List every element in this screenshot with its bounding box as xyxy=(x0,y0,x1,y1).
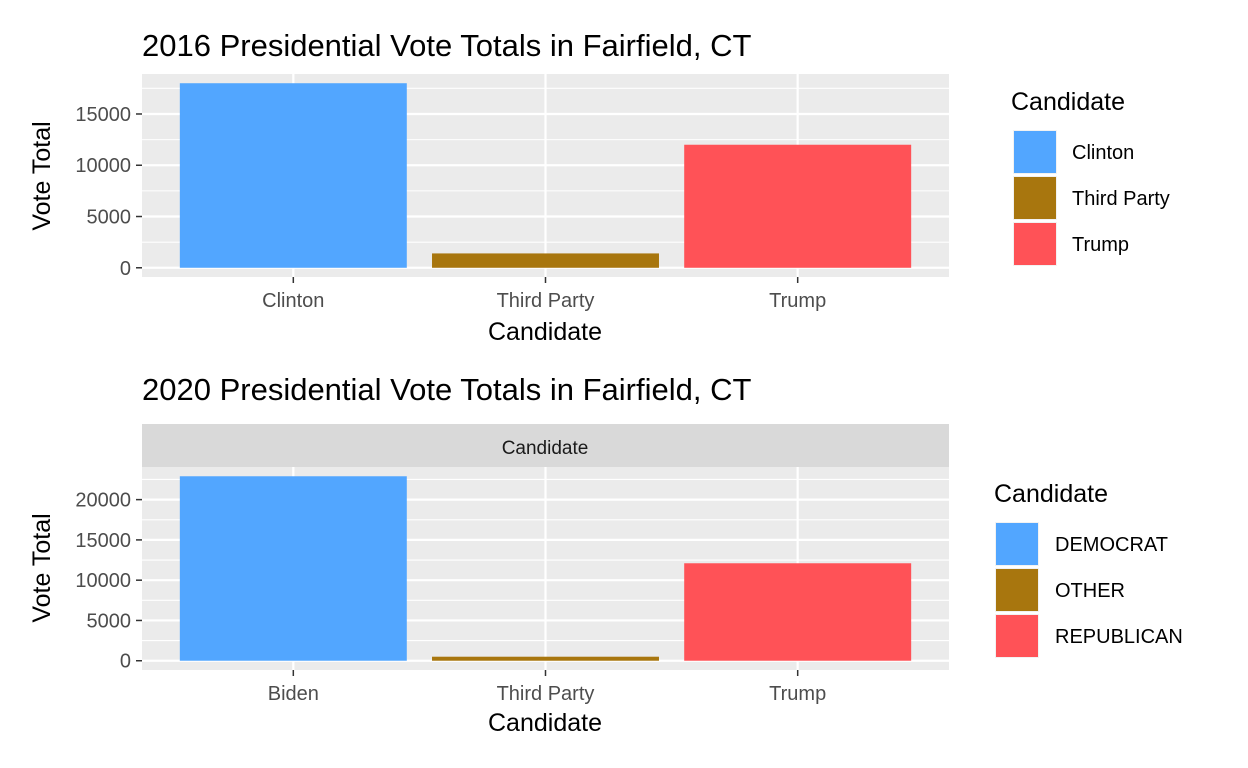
legend-label: REPUBLICAN xyxy=(1055,626,1183,648)
chart-2020-legend-title: Candidate xyxy=(994,480,1108,508)
legend-label: Trump xyxy=(1072,234,1129,256)
y-tick-label: 20000 xyxy=(75,490,131,512)
chart-2020-facet-strip-label: Candidate xyxy=(502,438,589,459)
chart-2020: 2020 Presidential Vote Totals in Fairfie… xyxy=(28,372,1183,737)
x-tick-label: Trump xyxy=(769,290,826,312)
chart-2016-legend-title: Candidate xyxy=(1011,88,1125,116)
chart-2020-title: 2020 Presidential Vote Totals in Fairfie… xyxy=(142,372,751,407)
chart-2016-legend-entries: Clinton Third Party Trump xyxy=(1013,130,1170,266)
chart-2016: 2016 Presidential Vote Totals in Fairfie… xyxy=(28,28,1170,346)
legend-label: Clinton xyxy=(1072,142,1134,164)
y-tick-label: 0 xyxy=(120,258,131,280)
y-tick-label: 15000 xyxy=(75,104,131,126)
chart-2020-y-ticks: 0 5000 10000 15000 20000 xyxy=(75,490,142,673)
legend-swatch xyxy=(996,615,1038,657)
x-tick-label: Biden xyxy=(268,683,319,705)
chart-2020-legend-entries: DEMOCRAT OTHER REPUBLICAN xyxy=(995,522,1183,658)
y-tick-label: 10000 xyxy=(75,155,131,177)
chart-2020-facet-strip xyxy=(142,424,949,467)
chart-2016-x-axis-title: Candidate xyxy=(488,318,602,346)
chart-2020-x-ticks: Biden Third Party Trump xyxy=(268,670,826,705)
chart-2016-y-ticks: 0 5000 10000 15000 xyxy=(75,104,142,280)
y-tick-label: 5000 xyxy=(87,610,132,632)
bar-third-party xyxy=(432,656,659,661)
legend-swatch xyxy=(1014,177,1056,219)
legend-swatch xyxy=(996,569,1038,611)
bar-clinton xyxy=(179,83,407,268)
chart-2016-x-ticks: Clinton Third Party Trump xyxy=(262,277,826,312)
x-tick-label: Third Party xyxy=(497,683,595,705)
legend-swatch xyxy=(1014,223,1056,265)
x-tick-label: Trump xyxy=(769,683,826,705)
chart-2020-y-axis-title: Vote Total xyxy=(28,513,56,622)
chart-2020-bars xyxy=(179,476,912,661)
chart-2020-legend: Candidate DEMOCRAT OTHER REPUBLICAN xyxy=(994,480,1183,658)
chart-2016-legend: Candidate Clinton Third Party Trump xyxy=(1011,88,1170,266)
bar-biden xyxy=(179,476,407,661)
legend-label: Third Party xyxy=(1072,188,1170,210)
legend-swatch xyxy=(996,523,1038,565)
chart-2016-bars xyxy=(179,83,912,268)
x-tick-label: Third Party xyxy=(497,290,595,312)
y-tick-label: 0 xyxy=(120,651,131,673)
x-tick-label: Clinton xyxy=(262,290,324,312)
chart-2016-y-axis-title: Vote Total xyxy=(28,121,56,230)
bar-trump xyxy=(684,144,912,268)
y-tick-label: 15000 xyxy=(75,530,131,552)
bar-third-party xyxy=(432,253,659,268)
chart-2016-title: 2016 Presidential Vote Totals in Fairfie… xyxy=(142,28,751,63)
chart-2020-x-axis-title: Candidate xyxy=(488,709,602,737)
legend-label: DEMOCRAT xyxy=(1055,534,1168,556)
y-tick-label: 10000 xyxy=(75,570,131,592)
legend-label: OTHER xyxy=(1055,580,1125,602)
bar-trump xyxy=(684,563,912,661)
legend-swatch xyxy=(1014,131,1056,173)
y-tick-label: 5000 xyxy=(87,207,132,229)
